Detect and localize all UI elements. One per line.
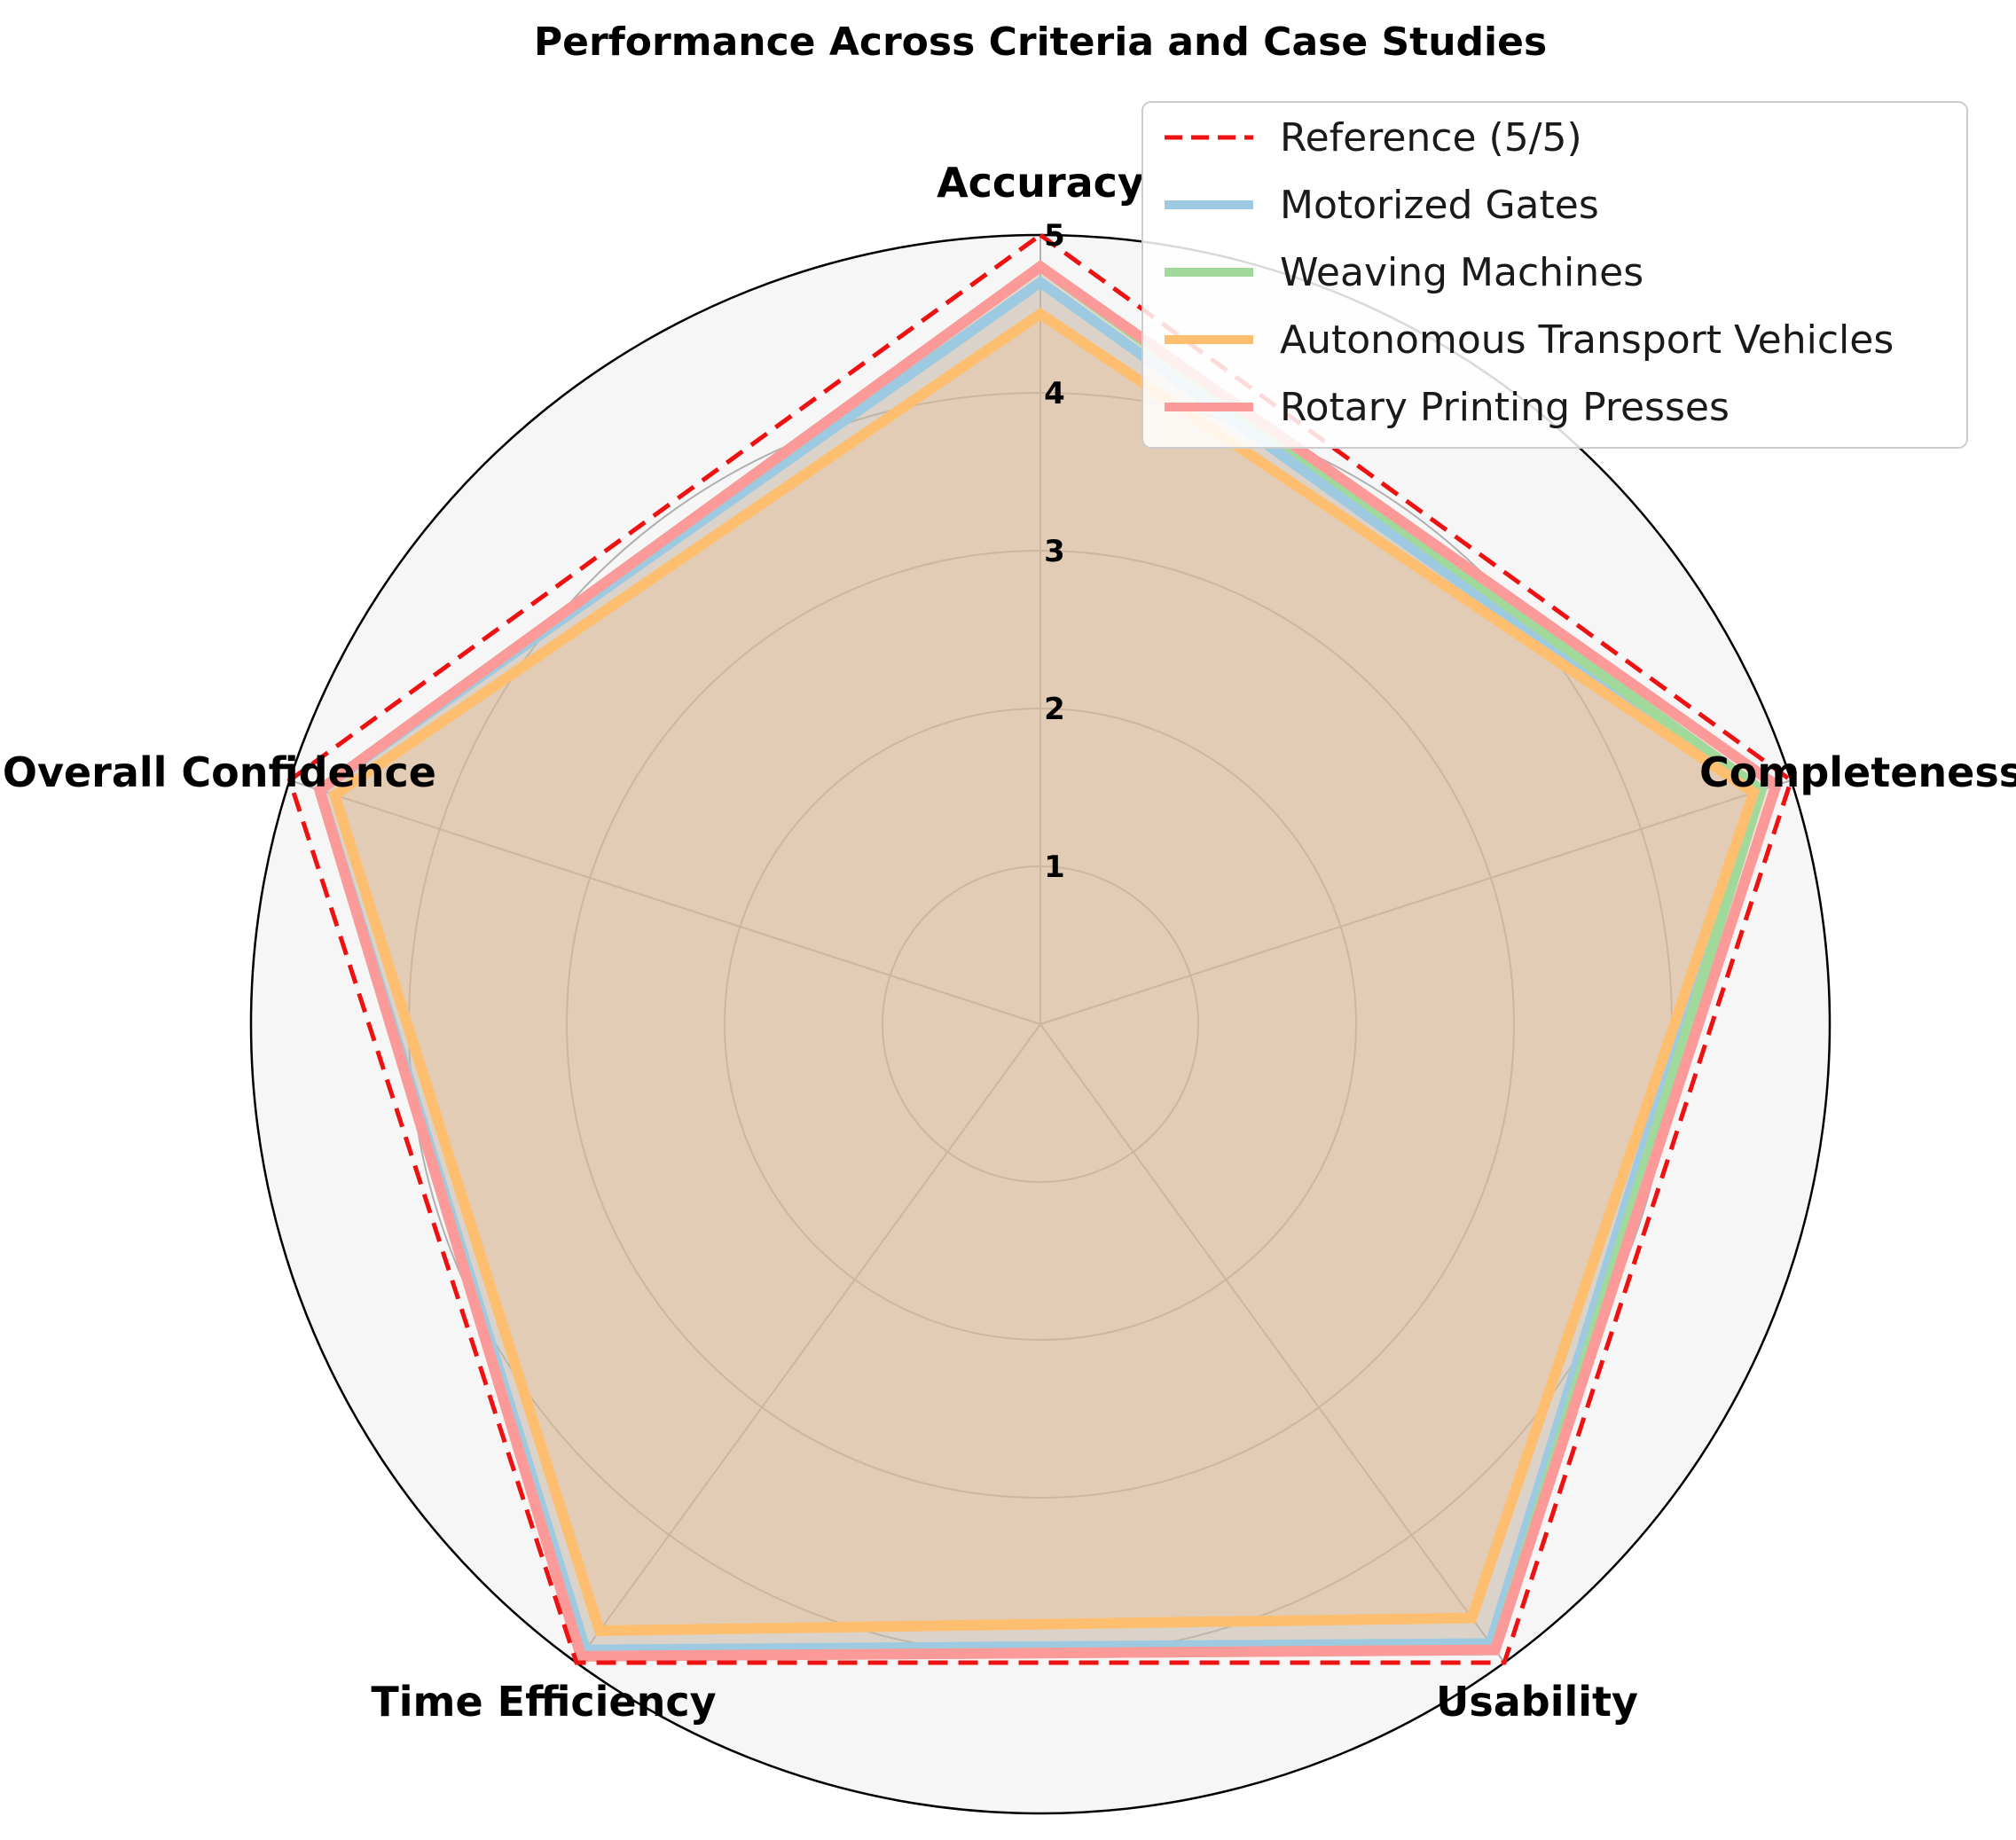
radial-tick-label: 3 xyxy=(1044,534,1065,569)
series-fill xyxy=(319,266,1761,1656)
series-fill xyxy=(319,282,1754,1650)
legend-label: Autonomous Transport Vehicles xyxy=(1280,317,1894,363)
legend-label: Reference (5/5) xyxy=(1280,115,1582,161)
grid-spoke xyxy=(576,1023,1041,1664)
reference-line xyxy=(286,231,1794,1665)
axis-label: Accuracy xyxy=(937,159,1144,207)
axis-labels: Accuracy Completeness Usability Time Effici… xyxy=(3,159,2016,1726)
legend-label: Motorized Gates xyxy=(1280,183,1599,228)
radial-tick-label: 1 xyxy=(1044,850,1065,885)
legend-label: Rotary Printing Presses xyxy=(1280,385,1730,430)
grid-spoke xyxy=(289,779,1041,1025)
axis-label: Usability xyxy=(1436,1678,1638,1726)
radial-tick-label: 2 xyxy=(1044,692,1065,727)
radial-tick-label: 5 xyxy=(1044,218,1065,254)
radial-tick-labels: 1 2 3 4 5 xyxy=(1044,218,1065,885)
radial-tick-label: 4 xyxy=(1044,376,1065,411)
legend-box xyxy=(1141,101,1968,449)
axis-label: Time Efficiency xyxy=(371,1678,716,1726)
chart-title: Performance Across Criteria and Case Stu… xyxy=(534,20,1547,65)
series-group xyxy=(286,231,1794,1665)
series-line xyxy=(313,260,1783,1662)
legend: Reference (5/5) Motorized Gates Weaving Ma… xyxy=(1141,101,1968,449)
legend-label: Weaving Machines xyxy=(1280,250,1643,295)
grid-spoke xyxy=(1039,1023,1505,1664)
axis-label: Overall Confidence xyxy=(3,748,436,796)
axis-label: Completeness xyxy=(1699,748,2016,796)
series-line xyxy=(328,307,1761,1637)
series-fill xyxy=(319,266,1777,1656)
series-fill xyxy=(334,314,1754,1631)
grid-spoke xyxy=(1039,779,1792,1025)
